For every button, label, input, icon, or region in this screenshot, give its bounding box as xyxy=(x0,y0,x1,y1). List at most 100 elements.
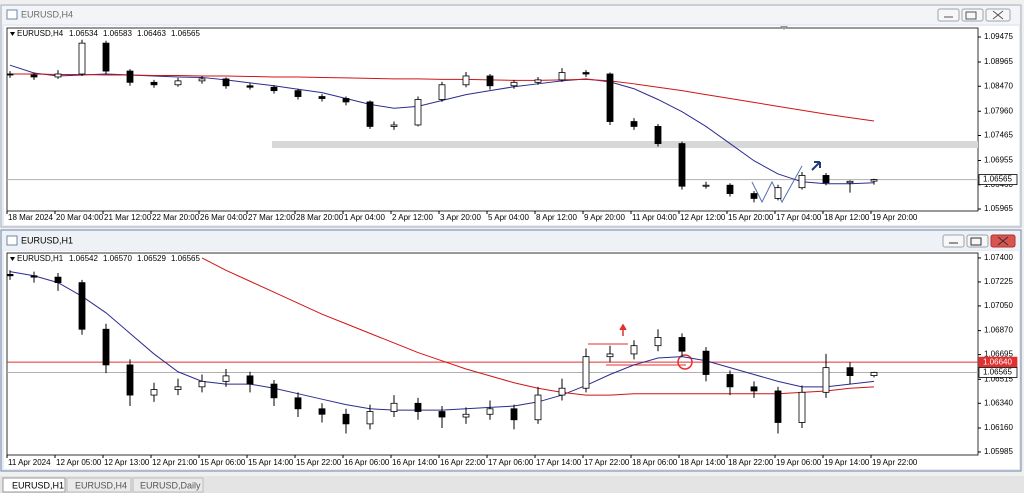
x-tick-label: 11 Apr 2024 xyxy=(8,458,51,467)
button-glyphs xyxy=(949,236,1009,246)
x-tick-label: 3 Apr 20:00 xyxy=(440,213,481,222)
minimize-button[interactable] xyxy=(937,8,960,22)
y-tick-label: 1.08965 xyxy=(984,57,1013,66)
tab-label: EURUSD,Daily xyxy=(140,480,201,490)
candle-body xyxy=(606,353,614,358)
candle-body xyxy=(30,74,38,78)
shift-marker xyxy=(780,26,788,30)
price-tag-label: 1.06565 xyxy=(983,175,1012,184)
candle-body xyxy=(318,96,326,99)
candle-body xyxy=(102,42,110,72)
candle-body xyxy=(678,337,686,352)
candle-body xyxy=(582,72,590,75)
candle-body xyxy=(654,337,662,347)
tab-label: EURUSD,H4 xyxy=(75,480,127,490)
candle-body xyxy=(174,80,182,86)
x-tick-label: 18 Apr 06:00 xyxy=(632,458,678,467)
candle-body xyxy=(270,86,278,92)
chart-area xyxy=(4,26,1019,225)
candle-body xyxy=(870,179,878,182)
x-tick-label: 19 Apr 20:00 xyxy=(872,213,918,222)
y-tick-label: 1.05965 xyxy=(984,204,1013,213)
candle-body xyxy=(78,42,86,75)
y-tick-label: 1.07225 xyxy=(984,277,1013,286)
x-tick-label: 19 Apr 22:00 xyxy=(872,458,918,467)
candle-body xyxy=(774,390,782,423)
candle-body xyxy=(462,413,470,418)
y-tick-label: 1.06340 xyxy=(984,398,1013,407)
x-tick-label: 8 Apr 12:00 xyxy=(536,213,577,222)
title-bar xyxy=(2,6,1020,24)
window-title: EURUSD,H1 xyxy=(21,235,73,245)
price-tag-label: 1.06565 xyxy=(983,368,1012,377)
candle-body xyxy=(582,356,590,389)
x-tick-label: 18 Apr 14:00 xyxy=(680,458,726,467)
x-tick-label: 12 Apr 13:00 xyxy=(104,458,150,467)
x-tick-label: 16 Apr 06:00 xyxy=(344,458,390,467)
candle-body xyxy=(390,124,398,127)
candle-body xyxy=(174,386,182,390)
candle-body xyxy=(654,126,662,144)
candle-body xyxy=(846,367,854,376)
up-arrow xyxy=(619,323,627,336)
info-symbol: EURUSD,H1 xyxy=(17,254,64,263)
candle-body xyxy=(318,408,326,415)
x-tick-label: 5 Apr 04:00 xyxy=(488,213,529,222)
y-tick-label: 1.06955 xyxy=(984,156,1013,165)
info-price: 1.06565 xyxy=(171,29,200,38)
minimize-button[interactable] xyxy=(942,234,965,248)
y-tick-label: 1.06160 xyxy=(984,423,1013,432)
x-tick-label: 15 Apr 20:00 xyxy=(728,213,774,222)
window-icon xyxy=(6,235,18,246)
y-tick-label: 1.07960 xyxy=(984,106,1013,115)
candle-body xyxy=(438,84,446,100)
y-tick-label: 1.06515 xyxy=(984,374,1013,383)
y-tick-label: 1.07465 xyxy=(984,131,1013,140)
price-tag xyxy=(978,367,1018,378)
level-drawing xyxy=(588,343,686,366)
x-tick-label: 17 Apr 14:00 xyxy=(536,458,582,467)
candle-body xyxy=(702,184,710,187)
candle-body xyxy=(270,383,278,399)
candle-body xyxy=(534,79,542,83)
x-tick-label: 20 Mar 04:00 xyxy=(56,213,104,222)
candle-body xyxy=(222,78,230,87)
window-icon xyxy=(6,9,18,20)
tab-bar xyxy=(0,476,1024,493)
x-tick-label: 11 Apr 04:00 xyxy=(632,213,677,222)
y-tick-label: 1.06870 xyxy=(984,326,1013,335)
y-tick-label: 1.07400 xyxy=(984,253,1013,262)
candle-body xyxy=(246,375,254,385)
x-tick-label: 12 Apr 21:00 xyxy=(152,458,198,467)
candle-body xyxy=(510,408,518,421)
candle-body xyxy=(822,367,830,393)
candle-body xyxy=(678,143,686,187)
candle-body xyxy=(342,413,350,425)
candle-body xyxy=(414,402,422,412)
tab-active[interactable] xyxy=(2,477,66,493)
candle-body xyxy=(726,184,734,194)
candle-body xyxy=(630,345,638,355)
tab[interactable] xyxy=(132,477,204,493)
candle-body xyxy=(534,394,542,421)
x-tick-label: 22 Mar 20:00 xyxy=(152,213,200,222)
info-price: 1.06565 xyxy=(171,254,200,263)
info-price: 1.06529 xyxy=(137,254,166,263)
tab-label: EURUSD,H1 xyxy=(12,480,64,490)
candle-body xyxy=(78,282,86,330)
info-price: 1.06583 xyxy=(103,29,132,38)
arrow-drawing xyxy=(811,161,821,171)
candle-body xyxy=(222,375,230,382)
candle-body xyxy=(798,175,806,189)
candle-body xyxy=(198,380,206,388)
tab[interactable] xyxy=(66,477,132,493)
info-price: 1.06463 xyxy=(137,29,166,38)
info-arrow xyxy=(10,257,15,261)
candle-body xyxy=(726,374,734,388)
candle-body xyxy=(390,402,398,412)
candle-body xyxy=(198,78,206,82)
candle-body xyxy=(54,276,62,284)
x-tick-label: 26 Mar 04:00 xyxy=(200,213,248,222)
